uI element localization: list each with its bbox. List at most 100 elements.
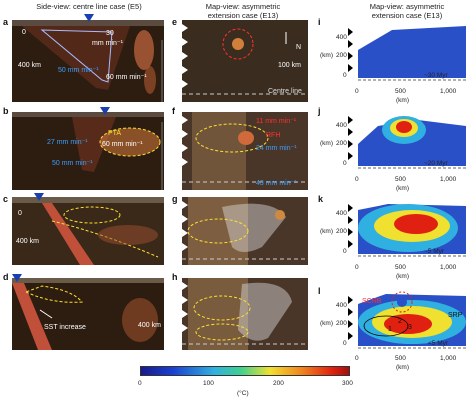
- panel-label-c: c: [3, 194, 9, 204]
- panel-l-num1: 1: [388, 326, 392, 333]
- panel-j-ytick-400: 400: [336, 122, 347, 129]
- panel-a-image: [12, 20, 164, 102]
- panel-l-num2: 2: [398, 318, 402, 325]
- panel-l-num3: 3: [408, 324, 412, 331]
- panel-label-i: i: [318, 17, 321, 27]
- side-view-header: Side-view: centre line case (E5): [36, 2, 142, 11]
- panel-j-time: ~20 Myr: [424, 160, 448, 167]
- panel-a-depth: 400 km: [18, 62, 41, 69]
- panel-k-xtick-500: 500: [395, 264, 406, 271]
- panel-b-pta: PTA: [108, 130, 122, 137]
- panel-i-ytick-400: 400: [336, 34, 347, 41]
- trench-marker-b-icon: [100, 107, 110, 115]
- panel-f-rate1: 11 mm min⁻¹: [256, 118, 297, 125]
- panel-label-k: k: [318, 194, 324, 204]
- panel-k-time: ~5 Myr: [424, 248, 445, 255]
- panel-label-b: b: [3, 106, 9, 116]
- panel-e-north: N: [296, 44, 302, 51]
- panel-c-zero: 0: [18, 210, 22, 217]
- panel-l-scrb: SCRB: [362, 298, 382, 305]
- map-view-header: Map-view: asymmetric extension case (E13…: [188, 2, 298, 20]
- panel-a-rate1-unit: mm min⁻¹: [92, 40, 123, 47]
- colorbar-tick-200: 200: [273, 380, 284, 387]
- panel-j-ytick-0: 0: [343, 160, 347, 167]
- panel-j-heatmap: [348, 116, 466, 169]
- panel-l-ytick-400: 400: [336, 302, 347, 309]
- panel-j-xlabel: (km): [396, 185, 409, 192]
- panel-k-ylabel: (km): [320, 228, 333, 235]
- panel-l-time: <5 Myr: [428, 340, 449, 347]
- trench-marker-c-icon: [34, 193, 44, 201]
- panel-g-image: [182, 197, 308, 265]
- panel-d-sst: SST increase: [44, 324, 86, 331]
- map-view-header-line2: extension case (E13): [207, 11, 279, 20]
- panel-d-depth: 400 km: [138, 322, 161, 329]
- panel-d-drawing: [12, 278, 164, 350]
- panel-h-drawing: [182, 278, 308, 350]
- panel-label-g: g: [172, 194, 178, 204]
- right-view-header-line2: extension case (E13): [371, 11, 443, 20]
- panel-f-drawing: [182, 112, 308, 190]
- panel-l-ytick-0: 0: [343, 340, 347, 347]
- trench-marker-d-icon: [12, 274, 22, 282]
- panel-b-rate-a: 27 mm min⁻¹: [47, 139, 88, 146]
- panel-d-image: [12, 278, 164, 350]
- panel-f-image: [182, 112, 308, 190]
- panel-l-xlabel: (km): [396, 364, 409, 371]
- panel-a-rate1: 30: [106, 30, 114, 37]
- panel-j-xtick-500: 500: [395, 176, 406, 183]
- panel-label-a: a: [3, 17, 9, 27]
- panel-label-e: e: [172, 17, 178, 27]
- panel-k-xlabel: (km): [396, 273, 409, 280]
- colorbar: [140, 366, 350, 376]
- right-view-header-line1: Map-view: asymmetric: [369, 2, 445, 11]
- panel-k-ytick-200: 200: [336, 228, 347, 235]
- panel-c-image: [12, 197, 164, 265]
- panel-j-ytick-200: 200: [336, 140, 347, 147]
- panel-a-zero: 0: [22, 29, 26, 36]
- panel-l-srp: SRP: [448, 312, 463, 319]
- panel-k-heatmap: [348, 204, 466, 257]
- panel-k-ytick-400: 400: [336, 210, 347, 217]
- panel-i-xlabel: (km): [396, 97, 409, 104]
- panel-l-ylabel: (km): [320, 320, 333, 327]
- panel-k-xtick-1000: 1,000: [440, 264, 457, 271]
- panel-f-rfh: RFH: [266, 132, 281, 139]
- panel-b-drawing: [12, 112, 164, 190]
- panel-j-ylabel: (km): [320, 140, 333, 147]
- colorbar-unit: (°C): [237, 390, 249, 397]
- panel-j-xtick-0: 0: [355, 176, 359, 183]
- panel-label-f: f: [172, 106, 175, 116]
- panel-i-time: ~30 Myr: [424, 72, 448, 79]
- panel-f-rate3: 43 mm min⁻¹: [256, 180, 297, 187]
- panel-i-xtick-500: 500: [395, 88, 406, 95]
- panel-g-drawing: [182, 197, 308, 265]
- panel-i-xtick-1000: 1,000: [440, 88, 457, 95]
- right-view-header: Map-view: asymmetric extension case (E13…: [352, 2, 462, 20]
- panel-e-centre: Centre line: [268, 88, 302, 95]
- panel-a-rate2: 50 mm min⁻¹: [58, 67, 99, 74]
- panel-k-xtick-0: 0: [355, 264, 359, 271]
- panel-i-ytick-200: 200: [336, 52, 347, 59]
- colorbar-tick-0: 0: [138, 380, 142, 387]
- trench-marker-a-icon: [84, 14, 94, 22]
- panel-j-xtick-1000: 1,000: [440, 176, 457, 183]
- panel-f-rate2: 24 mm min⁻¹: [256, 145, 297, 152]
- panel-i-xtick-0: 0: [355, 88, 359, 95]
- panel-b-rate-b: 50 mm min⁻¹: [52, 160, 93, 167]
- panel-l-xtick-0: 0: [355, 355, 359, 362]
- panel-i-ytick-0: 0: [343, 72, 347, 79]
- panel-e-image: [182, 20, 308, 102]
- panel-label-l: l: [318, 286, 321, 296]
- map-view-header-line1: Map-view: asymmetric: [205, 2, 281, 11]
- panel-k-ytick-0: 0: [343, 248, 347, 255]
- panel-l-ytick-200: 200: [336, 320, 347, 327]
- panel-l-heatmap: [348, 291, 466, 349]
- panel-label-j: j: [318, 106, 321, 116]
- panel-l-xtick-1000: 1,000: [440, 355, 457, 362]
- panel-label-d: d: [3, 272, 9, 282]
- colorbar-tick-300: 300: [342, 380, 353, 387]
- panel-h-image: [182, 278, 308, 350]
- panel-b-image: [12, 112, 164, 190]
- panel-a-drawing: [12, 20, 164, 102]
